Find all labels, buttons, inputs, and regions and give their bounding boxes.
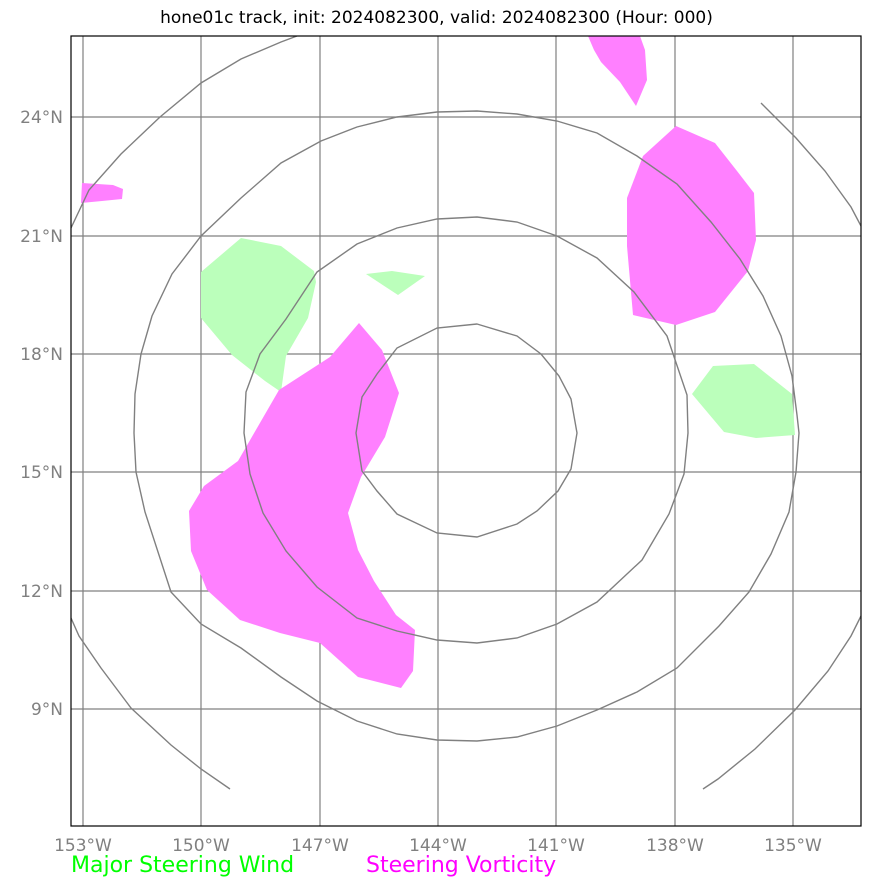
map-title: hone01c track, init: 2024082300, valid: … [160, 8, 713, 28]
legend-wind: Major Steering Wind [71, 853, 295, 878]
legend-vorticity: Steering Vorticity [366, 853, 557, 878]
steering-wind-area [201, 238, 316, 392]
lat-label: 9°N [31, 700, 63, 720]
distance-ring-3 [133, 110, 800, 742]
distance-ring-inner [355, 323, 578, 538]
latitude-labels: 24°N 21°N 18°N 15°N 12°N 9°N [20, 108, 63, 720]
steering-wind-area [692, 364, 795, 438]
distance-rings [71, 36, 861, 790]
distance-ring-4 [71, 36, 298, 229]
distance-ring-2 [243, 216, 689, 644]
map-frame [70, 35, 862, 827]
distance-ring-4 [702, 615, 861, 790]
longitude-labels: 153°W 150°W 147°W 144°W 141°W 138°W 135°… [54, 836, 822, 856]
steering-vorticity-areas [81, 36, 756, 688]
lat-label: 12°N [20, 582, 63, 602]
steering-vorticity-area [189, 323, 415, 688]
steering-vorticity-area [627, 126, 756, 325]
steering-vorticity-area [588, 36, 647, 106]
lat-label: 24°N [20, 108, 63, 128]
lon-label: 153°W [54, 836, 112, 856]
lat-label: 18°N [20, 345, 63, 365]
lat-label: 21°N [20, 227, 63, 247]
lon-label: 135°W [764, 836, 822, 856]
lat-label: 15°N [20, 463, 63, 483]
lon-label: 138°W [646, 836, 704, 856]
major-steering-wind-areas [201, 238, 795, 438]
steering-wind-area [366, 271, 425, 295]
distance-ring-4 [71, 617, 231, 790]
distance-ring-4 [760, 102, 861, 227]
lon-label: 150°W [172, 836, 230, 856]
lon-label: 147°W [291, 836, 349, 856]
lon-label: 144°W [409, 836, 467, 856]
lon-label: 141°W [527, 836, 585, 856]
